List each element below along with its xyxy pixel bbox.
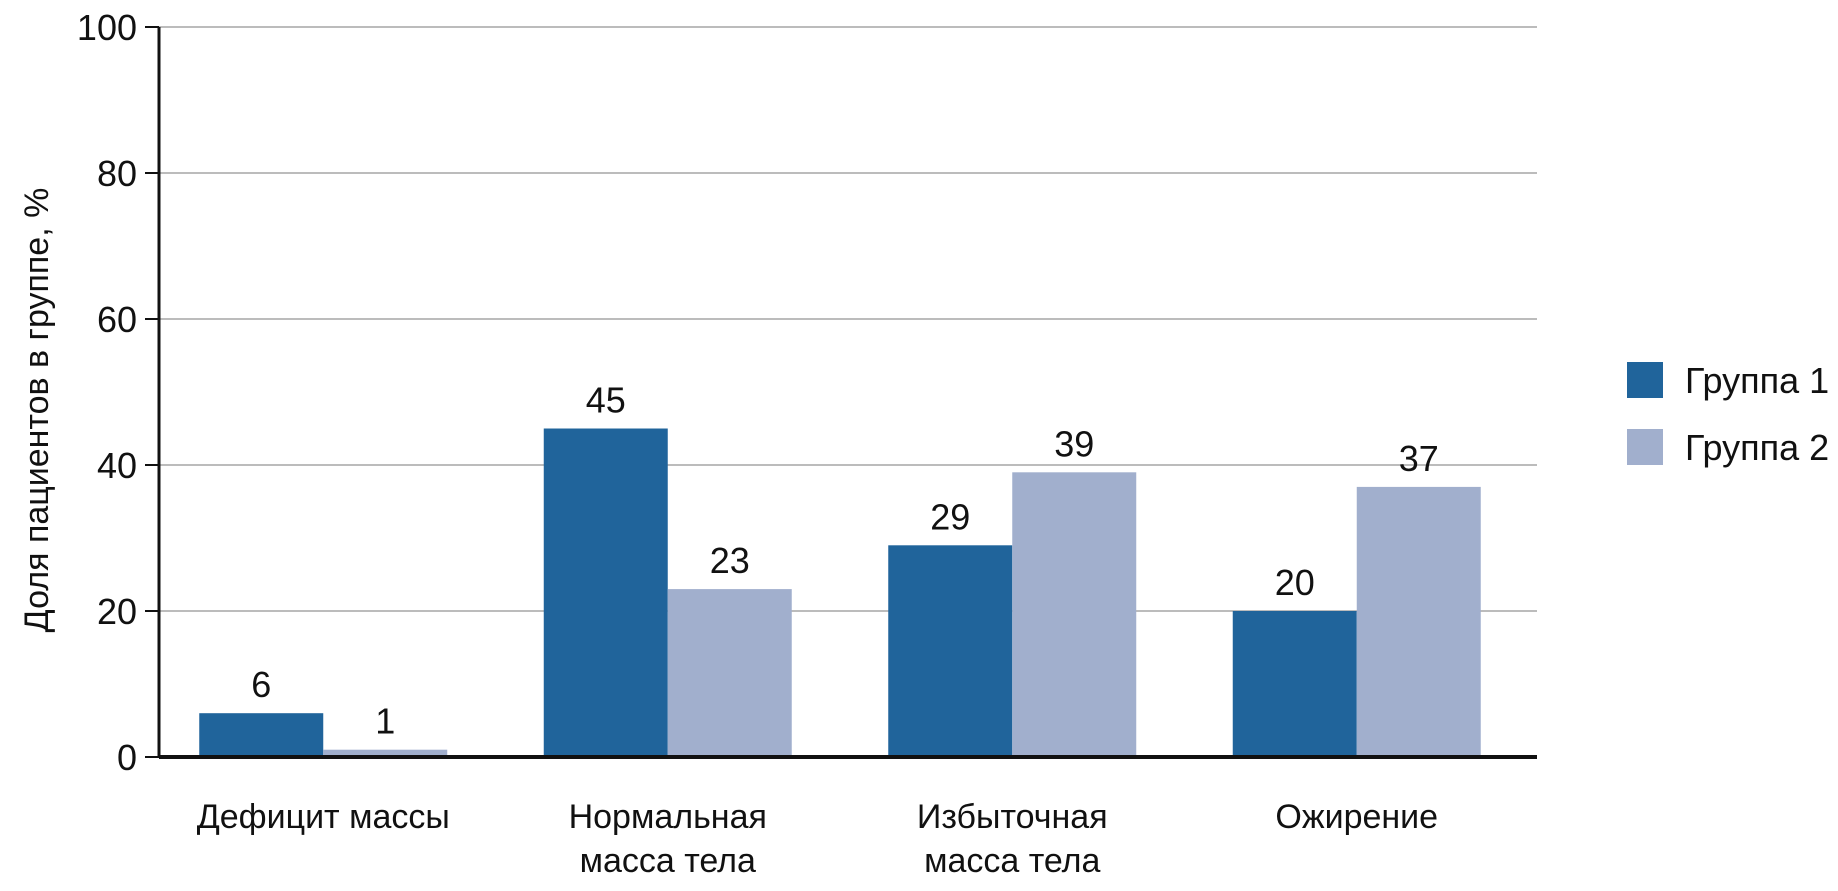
x-category-label: Дефицит массы bbox=[197, 798, 450, 836]
y-tick-label: 0 bbox=[117, 737, 137, 778]
y-tick-label: 20 bbox=[97, 591, 137, 632]
y-tick-label: 40 bbox=[97, 445, 137, 486]
bar-value-label: 45 bbox=[586, 380, 626, 421]
bar-value-label: 29 bbox=[930, 496, 970, 537]
bar-value-label: 37 bbox=[1399, 438, 1439, 479]
bar-2-1 bbox=[323, 749, 448, 757]
bar-value-label: 6 bbox=[251, 664, 271, 705]
y-tick-label: 80 bbox=[97, 153, 137, 194]
bar-1-1 bbox=[199, 713, 324, 757]
bar-1-2 bbox=[543, 428, 668, 757]
value-labels: 6 1 45 23 29 39 20 37 bbox=[251, 380, 1439, 742]
legend-swatch bbox=[1627, 362, 1663, 398]
bar-value-label: 20 bbox=[1275, 562, 1315, 603]
y-tick-label: 100 bbox=[77, 7, 137, 48]
y-tick-label: 60 bbox=[97, 299, 137, 340]
x-category-label: Ожирение bbox=[1275, 798, 1438, 836]
bar-2-4 bbox=[1356, 486, 1481, 757]
bar-value-label: 1 bbox=[375, 701, 395, 742]
legend-label: Группа 2 bbox=[1685, 427, 1829, 468]
y-axis-label: Доля пациентов в группе, % bbox=[18, 188, 56, 633]
bar-value-label: 23 bbox=[710, 540, 750, 581]
bar-value-label: 39 bbox=[1054, 423, 1094, 464]
x-category-label: Нормальная масса тела bbox=[569, 798, 767, 880]
legend: Группа 1 Группа 2 bbox=[1627, 360, 1829, 468]
legend-swatch bbox=[1627, 429, 1663, 465]
bar-1-4 bbox=[1232, 611, 1357, 757]
y-tick-labels: 0 20 40 60 80 100 bbox=[77, 7, 137, 778]
axes bbox=[157, 27, 1537, 759]
x-category-labels: Дефицит массы Нормальная масса тела Избыточ… bbox=[197, 798, 1438, 880]
bar-2-2 bbox=[667, 589, 792, 757]
bar-1-3 bbox=[888, 545, 1013, 757]
x-category-label: Избыточная масса тела bbox=[917, 798, 1108, 880]
bar-2-3 bbox=[1012, 472, 1137, 757]
legend-label: Группа 1 bbox=[1685, 360, 1829, 401]
bars bbox=[199, 428, 1481, 757]
